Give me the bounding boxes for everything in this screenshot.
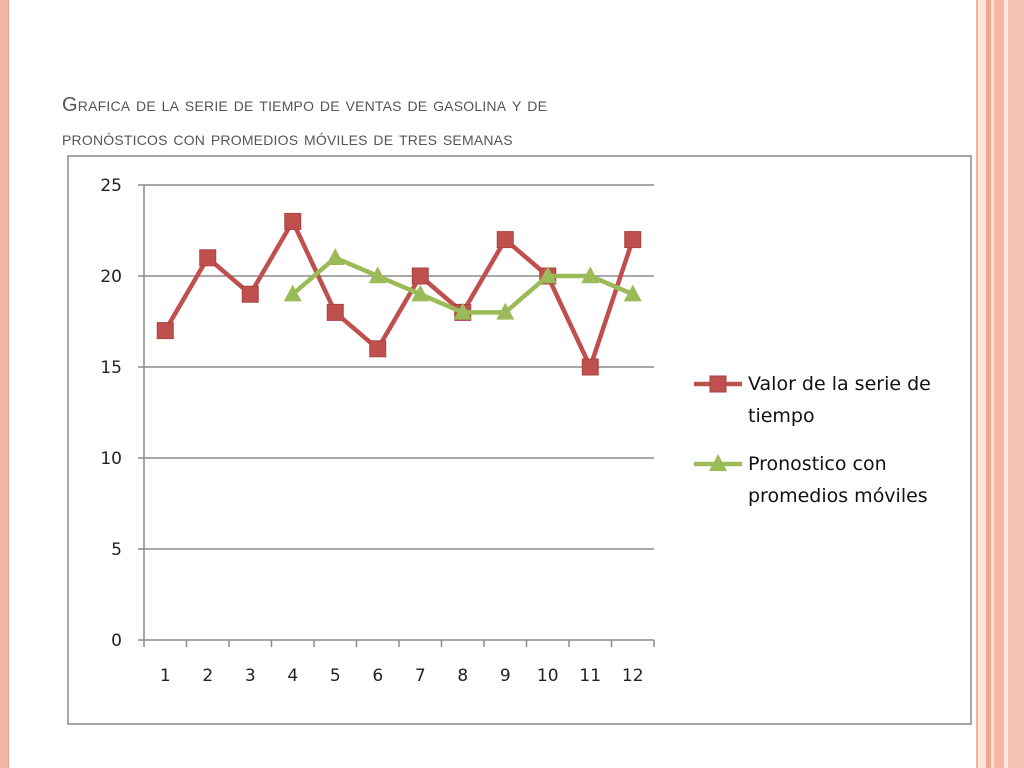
data-point-triangle xyxy=(326,248,345,265)
data-point-square xyxy=(241,285,259,303)
data-point-square xyxy=(326,303,344,321)
x-tick-label: 11 xyxy=(579,666,601,686)
data-point-triangle xyxy=(496,302,515,320)
right-decorative-stripes xyxy=(976,0,1024,768)
x-tick-label: 12 xyxy=(622,666,644,686)
y-tick-label: 15 xyxy=(100,358,122,378)
left-accent-border xyxy=(0,0,8,768)
data-point-triangle xyxy=(453,302,472,320)
legend-marker-square xyxy=(709,375,727,393)
data-point-triangle xyxy=(283,284,302,302)
series-line-1 xyxy=(163,219,635,370)
x-tick-label: 4 xyxy=(287,666,298,686)
data-point-square xyxy=(156,322,174,340)
data-point-square xyxy=(284,212,302,230)
data-point-triangle xyxy=(538,266,557,284)
y-tick-label: 25 xyxy=(100,176,122,196)
data-point-square xyxy=(369,340,387,358)
y-tick-label: 5 xyxy=(111,540,122,560)
x-tick-label: 10 xyxy=(537,666,559,686)
legend-label-1: Valor de la serie de tiempo xyxy=(748,373,931,427)
x-tick-label: 9 xyxy=(500,666,511,686)
y-tick-label: 20 xyxy=(100,267,122,287)
data-point-triangle xyxy=(623,284,642,302)
legend-label-2: Pronostico con promedios móviles xyxy=(748,453,928,507)
chart-frame: 0 5 10 15 20 25 1 2 3 4 5 6 7 8 9 10 11 12 Valor de la ser… xyxy=(67,155,972,725)
x-tick-label: 5 xyxy=(330,666,341,686)
data-point-square xyxy=(624,231,642,249)
x-tick-label: 6 xyxy=(372,666,383,686)
slide-title-line-1: Grafica de la serie de tiempo de ventas … xyxy=(62,94,548,116)
data-point-triangle xyxy=(411,284,430,302)
data-point-square xyxy=(411,267,429,285)
left-accent-border-line xyxy=(8,0,9,768)
data-point-triangle xyxy=(368,266,387,284)
y-tick-label: 10 xyxy=(100,449,122,469)
x-tick-label: 7 xyxy=(415,666,426,686)
x-tick-label: 3 xyxy=(245,666,256,686)
data-point-square xyxy=(496,231,514,249)
data-point-square xyxy=(581,358,599,376)
y-tick-label: 0 xyxy=(111,631,122,651)
slide-title-line-2: pronósticos con promedios móviles de tre… xyxy=(62,128,513,150)
slide-title: Grafica de la serie de tiempo de ventas … xyxy=(62,88,942,156)
legend-marker-triangle xyxy=(709,454,727,471)
data-point-square xyxy=(199,249,217,267)
x-tick-label: 1 xyxy=(160,666,171,686)
x-tick-label: 8 xyxy=(457,666,468,686)
data-point-triangle xyxy=(581,266,600,284)
x-tick-label: 2 xyxy=(202,666,213,686)
